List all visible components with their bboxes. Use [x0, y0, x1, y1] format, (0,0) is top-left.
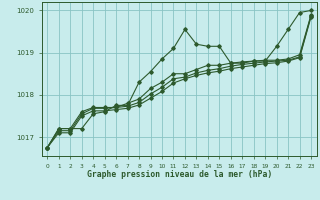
X-axis label: Graphe pression niveau de la mer (hPa): Graphe pression niveau de la mer (hPa): [87, 170, 272, 179]
